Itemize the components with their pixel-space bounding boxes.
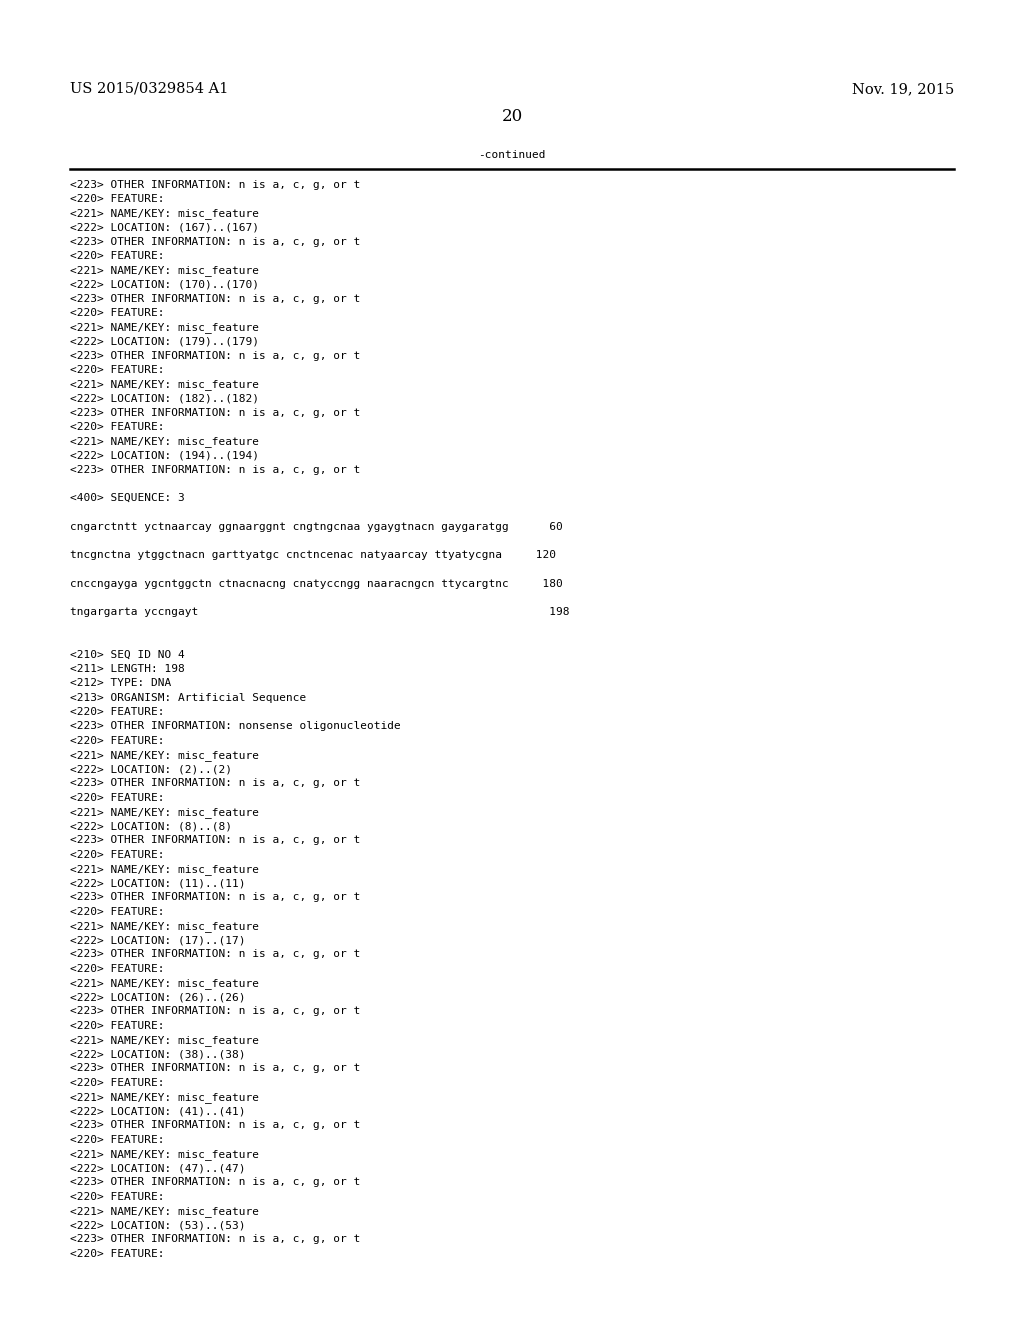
Text: <220> FEATURE:: <220> FEATURE: [70,735,164,746]
Text: <222> LOCATION: (41)..(41): <222> LOCATION: (41)..(41) [70,1106,245,1117]
Text: <222> LOCATION: (8)..(8): <222> LOCATION: (8)..(8) [70,821,231,832]
Text: <222> LOCATION: (11)..(11): <222> LOCATION: (11)..(11) [70,878,245,888]
Text: <221> NAME/KEY: misc_feature: <221> NAME/KEY: misc_feature [70,1148,259,1160]
Text: <223> OTHER INFORMATION: n is a, c, g, or t: <223> OTHER INFORMATION: n is a, c, g, o… [70,408,359,417]
Text: <221> NAME/KEY: misc_feature: <221> NAME/KEY: misc_feature [70,379,259,389]
Text: <222> LOCATION: (38)..(38): <222> LOCATION: (38)..(38) [70,1049,245,1059]
Text: <221> NAME/KEY: misc_feature: <221> NAME/KEY: misc_feature [70,265,259,276]
Text: <221> NAME/KEY: misc_feature: <221> NAME/KEY: misc_feature [70,863,259,875]
Text: <210> SEQ ID NO 4: <210> SEQ ID NO 4 [70,649,184,660]
Text: tncgnctna ytggctnacn garttyatgc cnctncenac natyaarcay ttyatycgna     120: tncgnctna ytggctnacn garttyatgc cnctncen… [70,550,556,560]
Text: <223> OTHER INFORMATION: n is a, c, g, or t: <223> OTHER INFORMATION: n is a, c, g, o… [70,1121,359,1130]
Text: <223> OTHER INFORMATION: n is a, c, g, or t: <223> OTHER INFORMATION: n is a, c, g, o… [70,779,359,788]
Text: <221> NAME/KEY: misc_feature: <221> NAME/KEY: misc_feature [70,1206,259,1217]
Text: <223> OTHER INFORMATION: n is a, c, g, or t: <223> OTHER INFORMATION: n is a, c, g, o… [70,836,359,845]
Text: <220> FEATURE:: <220> FEATURE: [70,907,164,916]
Text: <223> OTHER INFORMATION: n is a, c, g, or t: <223> OTHER INFORMATION: n is a, c, g, o… [70,1177,359,1188]
Text: <220> FEATURE:: <220> FEATURE: [70,194,164,203]
Text: <221> NAME/KEY: misc_feature: <221> NAME/KEY: misc_feature [70,209,259,219]
Text: US 2015/0329854 A1: US 2015/0329854 A1 [70,82,228,96]
Text: <221> NAME/KEY: misc_feature: <221> NAME/KEY: misc_feature [70,436,259,447]
Text: <220> FEATURE:: <220> FEATURE: [70,251,164,261]
Text: <222> LOCATION: (170)..(170): <222> LOCATION: (170)..(170) [70,280,259,289]
Text: <220> FEATURE:: <220> FEATURE: [70,964,164,974]
Text: <221> NAME/KEY: misc_feature: <221> NAME/KEY: misc_feature [70,978,259,989]
Text: <220> FEATURE:: <220> FEATURE: [70,708,164,717]
Text: <223> OTHER INFORMATION: n is a, c, g, or t: <223> OTHER INFORMATION: n is a, c, g, o… [70,949,359,960]
Text: <212> TYPE: DNA: <212> TYPE: DNA [70,678,171,689]
Text: <220> FEATURE:: <220> FEATURE: [70,850,164,859]
Text: <220> FEATURE:: <220> FEATURE: [70,1192,164,1201]
Text: <223> OTHER INFORMATION: n is a, c, g, or t: <223> OTHER INFORMATION: n is a, c, g, o… [70,1234,359,1245]
Text: <220> FEATURE:: <220> FEATURE: [70,1077,164,1088]
Text: <222> LOCATION: (17)..(17): <222> LOCATION: (17)..(17) [70,935,245,945]
Text: <223> OTHER INFORMATION: n is a, c, g, or t: <223> OTHER INFORMATION: n is a, c, g, o… [70,351,359,360]
Text: <223> OTHER INFORMATION: n is a, c, g, or t: <223> OTHER INFORMATION: n is a, c, g, o… [70,180,359,190]
Text: <221> NAME/KEY: misc_feature: <221> NAME/KEY: misc_feature [70,322,259,333]
Text: <221> NAME/KEY: misc_feature: <221> NAME/KEY: misc_feature [70,807,259,817]
Text: <222> LOCATION: (26)..(26): <222> LOCATION: (26)..(26) [70,993,245,1002]
Text: <220> FEATURE:: <220> FEATURE: [70,308,164,318]
Text: <223> OTHER INFORMATION: n is a, c, g, or t: <223> OTHER INFORMATION: n is a, c, g, o… [70,293,359,304]
Text: <223> OTHER INFORMATION: n is a, c, g, or t: <223> OTHER INFORMATION: n is a, c, g, o… [70,1006,359,1016]
Text: <213> ORGANISM: Artificial Sequence: <213> ORGANISM: Artificial Sequence [70,693,306,702]
Text: <220> FEATURE:: <220> FEATURE: [70,1020,164,1031]
Text: <222> LOCATION: (182)..(182): <222> LOCATION: (182)..(182) [70,393,259,404]
Text: <220> FEATURE:: <220> FEATURE: [70,422,164,432]
Text: <220> FEATURE:: <220> FEATURE: [70,364,164,375]
Text: <400> SEQUENCE: 3: <400> SEQUENCE: 3 [70,494,184,503]
Text: tngargarta yccngayt                                                    198: tngargarta yccngayt 198 [70,607,569,618]
Text: <220> FEATURE:: <220> FEATURE: [70,792,164,803]
Text: cnccngayga ygcntggctn ctnacnacng cnatyccngg naaracngcn ttycargtnc     180: cnccngayga ygcntggctn ctnacnacng cnatycc… [70,578,562,589]
Text: <223> OTHER INFORMATION: nonsense oligonucleotide: <223> OTHER INFORMATION: nonsense oligon… [70,721,400,731]
Text: <220> FEATURE:: <220> FEATURE: [70,1249,164,1259]
Text: <223> OTHER INFORMATION: n is a, c, g, or t: <223> OTHER INFORMATION: n is a, c, g, o… [70,236,359,247]
Text: <221> NAME/KEY: misc_feature: <221> NAME/KEY: misc_feature [70,1092,259,1102]
Text: <211> LENGTH: 198: <211> LENGTH: 198 [70,664,184,675]
Text: <222> LOCATION: (167)..(167): <222> LOCATION: (167)..(167) [70,222,259,232]
Text: <222> LOCATION: (179)..(179): <222> LOCATION: (179)..(179) [70,337,259,346]
Text: <223> OTHER INFORMATION: n is a, c, g, or t: <223> OTHER INFORMATION: n is a, c, g, o… [70,892,359,903]
Text: <222> LOCATION: (2)..(2): <222> LOCATION: (2)..(2) [70,764,231,774]
Text: <223> OTHER INFORMATION: n is a, c, g, or t: <223> OTHER INFORMATION: n is a, c, g, o… [70,1064,359,1073]
Text: <222> LOCATION: (53)..(53): <222> LOCATION: (53)..(53) [70,1220,245,1230]
Text: <222> LOCATION: (194)..(194): <222> LOCATION: (194)..(194) [70,450,259,461]
Text: <221> NAME/KEY: misc_feature: <221> NAME/KEY: misc_feature [70,1035,259,1045]
Text: -continued: -continued [478,150,546,161]
Text: <223> OTHER INFORMATION: n is a, c, g, or t: <223> OTHER INFORMATION: n is a, c, g, o… [70,465,359,475]
Text: Nov. 19, 2015: Nov. 19, 2015 [852,82,954,96]
Text: <220> FEATURE:: <220> FEATURE: [70,1135,164,1144]
Text: cngarctntt yctnaarcay ggnaarggnt cngtngcnaa ygaygtnacn gaygaratgg      60: cngarctntt yctnaarcay ggnaarggnt cngtngc… [70,521,562,532]
Text: <221> NAME/KEY: misc_feature: <221> NAME/KEY: misc_feature [70,921,259,932]
Text: <222> LOCATION: (47)..(47): <222> LOCATION: (47)..(47) [70,1163,245,1173]
Text: <221> NAME/KEY: misc_feature: <221> NAME/KEY: misc_feature [70,750,259,760]
Text: 20: 20 [502,108,522,125]
